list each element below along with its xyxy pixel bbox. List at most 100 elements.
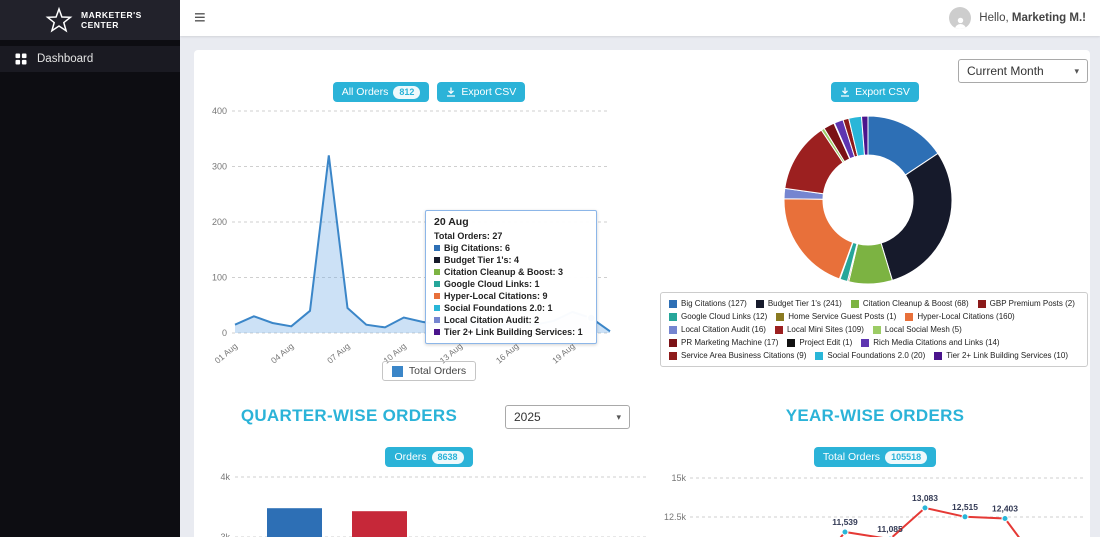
year-select-value: 2025	[514, 410, 541, 424]
chart-text: 100	[212, 273, 227, 283]
logo-line-1: MARKETER'S	[81, 10, 142, 20]
tooltip-title: 20 Aug	[434, 216, 469, 228]
legend-swatch	[669, 351, 677, 360]
legend-swatch	[905, 312, 914, 321]
data-point[interactable]	[961, 513, 969, 521]
donut-legend-item[interactable]: Service Area Business Citations (9)	[669, 351, 806, 360]
tooltip-item-swatch	[434, 329, 440, 335]
legend-swatch	[669, 312, 677, 321]
data-point[interactable]	[1001, 515, 1009, 522]
chart-tooltip: 20 Aug Total Orders: 27 Big Citations: 6…	[425, 210, 597, 344]
legend-label: PR Marketing Machine (17)	[681, 338, 779, 347]
donut-legend-item[interactable]: Tier 2+ Link Building Services (10)	[934, 351, 1068, 360]
legend-label: GBP Premium Posts (2)	[989, 299, 1075, 308]
quarter-badge-row: Orders 8638	[194, 447, 664, 467]
donut-legend-item[interactable]: Google Cloud Links (12)	[669, 312, 767, 321]
legend-swatch	[815, 351, 824, 360]
period-select-value: Current Month	[967, 64, 1044, 78]
tooltip-item-swatch	[434, 245, 440, 251]
tooltip-item-swatch	[434, 317, 440, 323]
donut-legend-item[interactable]: Project Edit (1)	[787, 338, 852, 347]
donut-legend-item[interactable]: Big Citations (127)	[669, 299, 747, 308]
legend-swatch	[934, 351, 943, 360]
donut-legend-item[interactable]: Budget Tier 1's (241)	[755, 299, 842, 308]
tooltip-item: Hyper-Local Citations: 9	[434, 290, 588, 302]
donut-legend-item[interactable]: Rich Media Citations and Links (14)	[861, 338, 1000, 347]
legend-swatch	[669, 325, 677, 334]
chart-text: 200	[212, 217, 227, 227]
donut-segment[interactable]	[783, 198, 854, 280]
chart-text: 12.5k	[664, 512, 687, 522]
chart-text: 12,403	[992, 504, 1018, 514]
donut-legend-item[interactable]: Citation Cleanup & Boost (68)	[850, 299, 969, 308]
topbar: ≡ Hello, Marketing M.!	[180, 0, 1100, 36]
tooltip-item-swatch	[434, 281, 440, 287]
daily-actions: All Orders 812 Export CSV	[194, 82, 664, 102]
app-logo: MARKETER'S CENTER	[0, 0, 180, 40]
data-point[interactable]	[921, 504, 929, 512]
legend-swatch	[776, 312, 785, 321]
legend-label: Service Area Business Citations (9)	[681, 351, 807, 360]
chart-text: 4k	[220, 472, 230, 482]
donut-legend-item[interactable]: Local Social Mesh (5)	[872, 325, 962, 334]
donut-legend-item[interactable]: Home Service Guest Posts (1)	[776, 312, 896, 321]
legend-swatch	[977, 299, 986, 308]
logo-line-2: CENTER	[81, 20, 119, 30]
person-icon	[954, 17, 966, 29]
donut-legend-item[interactable]: Hyper-Local Citations (160)	[905, 312, 1015, 321]
chart-text: 12,515	[952, 502, 978, 512]
donut-legend-item[interactable]: Social Foundations 2.0 (20)	[815, 351, 925, 360]
daily-legend: Total Orders	[194, 361, 664, 381]
quarter-wise-chart[interactable]: 4k 3k	[194, 470, 664, 537]
donut-legend-item[interactable]: Local Citation Audit (16)	[669, 325, 766, 334]
chart-text: 13,083	[912, 493, 938, 503]
export-csv-daily-button[interactable]: Export CSV	[437, 82, 526, 102]
data-point[interactable]	[841, 528, 849, 536]
quarter-orders-count: 8638	[431, 450, 464, 464]
tooltip-item: Big Citations: 6	[434, 242, 588, 254]
donut-segment[interactable]	[860, 115, 869, 156]
sidebar-item-label: Dashboard	[37, 53, 94, 65]
chevron-down-icon: ▾	[616, 411, 621, 422]
bar-Q1[interactable]	[267, 508, 322, 537]
tooltip-item-swatch	[434, 305, 440, 311]
donut-legend-item[interactable]: PR Marketing Machine (17)	[669, 338, 778, 347]
menu-toggle-icon[interactable]: ≡	[194, 7, 206, 29]
legend-label: Google Cloud Links (12)	[681, 312, 768, 321]
bar-Q2[interactable]	[352, 511, 407, 537]
sidebar-item-dashboard[interactable]: Dashboard	[0, 46, 180, 72]
donut-legend-item[interactable]: Local Mini Sites (109)	[774, 325, 864, 334]
legend-label: Rich Media Citations and Links (14)	[873, 338, 1000, 347]
year-wise-chart[interactable]: 15k 12.5k 11,539 11,085 13,083 12,515 12,403	[660, 470, 1090, 537]
legend-label: Local Citation Audit (16)	[681, 325, 766, 334]
chart-text: 11,085	[877, 524, 903, 534]
legend-swatch	[755, 299, 764, 308]
user-greeting[interactable]: Hello, Marketing M.!	[949, 7, 1086, 29]
year-select[interactable]: 2025 ▾	[505, 405, 630, 429]
greeting-name: Marketing M.!	[1011, 12, 1086, 24]
quarter-orders-label: Orders	[394, 451, 427, 463]
chart-text: 300	[212, 162, 227, 172]
legend-swatch	[669, 299, 677, 308]
all-orders-button[interactable]: All Orders 812	[332, 82, 430, 102]
orders-donut-chart[interactable]	[769, 108, 969, 298]
logo-star-icon	[45, 6, 73, 33]
donut-legend-item[interactable]: GBP Premium Posts (2)	[977, 299, 1075, 308]
donut-segment[interactable]	[880, 152, 953, 282]
chart-text: 11,539	[832, 517, 858, 527]
dashboard-icon	[15, 53, 27, 65]
legend-label: Project Edit (1)	[799, 338, 853, 347]
legend-label: Citation Cleanup & Boost (68)	[862, 299, 969, 308]
sidebar: MARKETER'S CENTER Dashboard	[0, 0, 180, 537]
tooltip-item-swatch	[434, 293, 440, 299]
period-select[interactable]: Current Month ▾	[958, 59, 1088, 83]
daily-legend-item[interactable]: Total Orders	[381, 361, 477, 381]
export-csv-donut-button[interactable]: Export CSV	[831, 82, 919, 102]
chart-text: 400	[212, 106, 227, 116]
all-orders-count-badge: 812	[393, 85, 421, 99]
donut-actions: Export CSV	[660, 82, 1090, 102]
chart-text: 15k	[671, 473, 686, 483]
all-orders-label: All Orders	[341, 86, 389, 98]
legend-label: Local Mini Sites (109)	[786, 325, 864, 334]
